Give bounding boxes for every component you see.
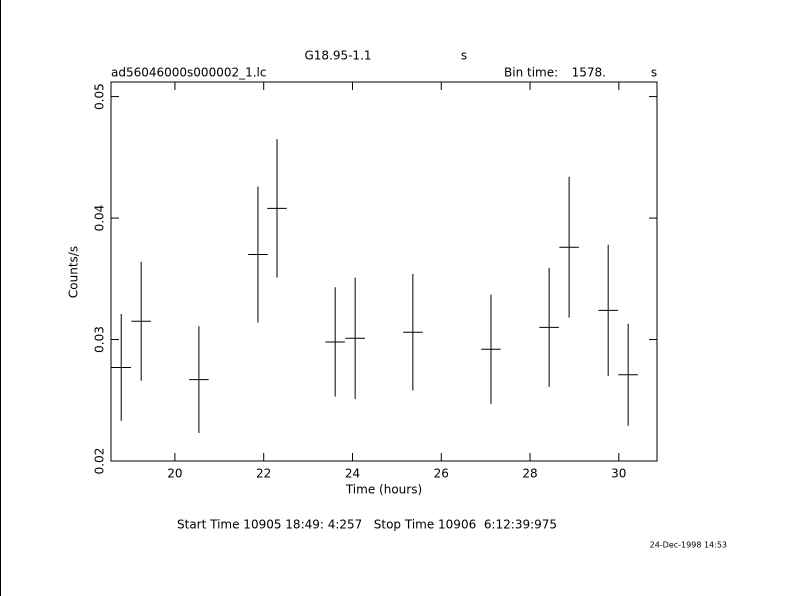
plot-frame (110, 81, 658, 462)
subtitle: ad56046000s000002_1.lc (111, 66, 267, 80)
x-tick-label: 30 (611, 467, 626, 481)
x-tick-label: 22 (256, 467, 271, 481)
y-axis-label: Counts/s (67, 246, 81, 298)
x-tick-label: 26 (434, 467, 449, 481)
y-tick-label: 0.02 (93, 448, 107, 475)
timestamp: 24-Dec-1998 14:53 (650, 541, 727, 550)
footer: Start Time 10905 18:49: 4:257 Stop Time … (177, 518, 557, 532)
bin-time: 1578. (572, 66, 606, 80)
y-tick-label: 0.05 (93, 83, 107, 110)
x-tick-label: 28 (522, 467, 537, 481)
bin-time-unit: s (651, 66, 657, 80)
y-tick-label: 0.03 (93, 326, 107, 353)
title-unit: s (461, 49, 467, 63)
chart-title: G18.95-1.1 (304, 49, 371, 63)
x-tick-label: 20 (167, 467, 182, 481)
y-tick-label: 0.04 (93, 205, 107, 232)
bin-time-label: Bin time: (504, 66, 558, 80)
x-axis-label: Time (hours) (345, 483, 422, 497)
x-tick-label: 24 (345, 467, 360, 481)
